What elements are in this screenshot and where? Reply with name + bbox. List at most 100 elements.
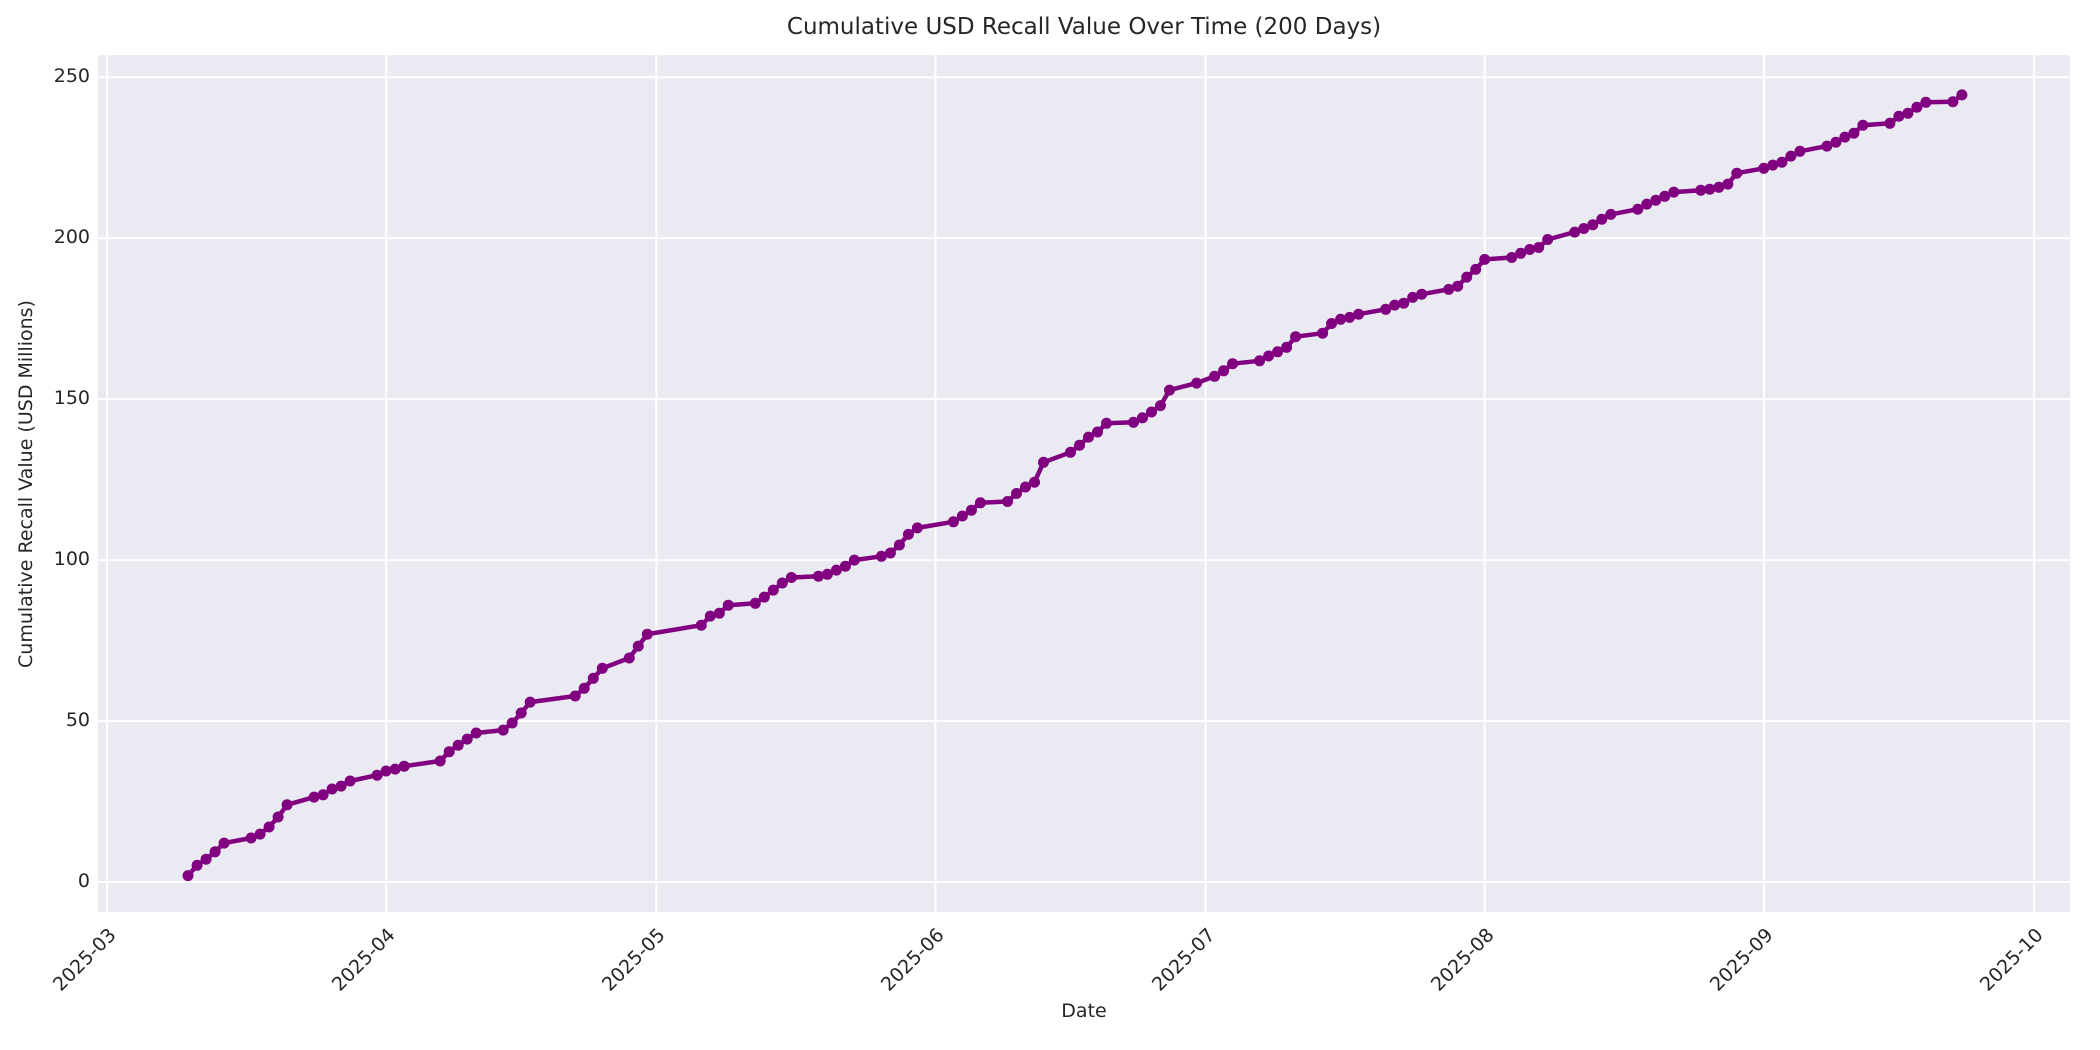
data-point-marker	[884, 547, 896, 559]
data-point-marker	[1452, 280, 1464, 292]
data-point-marker	[1254, 355, 1266, 367]
data-point-marker	[1515, 247, 1527, 259]
data-point-marker	[209, 846, 221, 858]
data-point-marker	[1542, 234, 1554, 245]
data-point-marker	[911, 522, 923, 534]
data-point-marker	[389, 763, 401, 775]
data-point-marker	[875, 550, 887, 562]
data-point-marker	[1758, 162, 1770, 174]
data-point-marker	[524, 696, 536, 708]
data-point-marker	[1164, 384, 1175, 396]
data-point-marker	[1461, 271, 1473, 283]
data-point-marker	[812, 570, 824, 582]
data-point-marker	[1002, 496, 1013, 507]
data-point-marker	[398, 760, 410, 772]
data-point-marker	[1479, 253, 1491, 265]
data-point-marker	[1092, 426, 1103, 438]
data-point-marker	[1794, 145, 1806, 157]
data-point-marker	[1101, 417, 1112, 429]
data-point-marker	[893, 539, 905, 551]
data-point-marker	[182, 870, 194, 882]
data-point-marker	[587, 672, 599, 684]
data-point-marker	[1569, 226, 1581, 238]
data-point-marker	[1722, 178, 1734, 190]
data-point-marker	[1632, 203, 1644, 215]
data-point-marker	[461, 733, 473, 745]
data-point-marker	[1290, 331, 1302, 343]
data-point-marker	[1389, 299, 1401, 311]
data-point-marker	[1398, 297, 1410, 309]
data-point-marker	[947, 516, 959, 528]
data-point-marker	[245, 832, 257, 844]
data-point-marker	[1344, 311, 1356, 323]
data-point-marker	[1011, 488, 1022, 499]
data-point-marker	[344, 775, 356, 787]
y-tick-label: 200	[53, 226, 90, 249]
data-point-marker	[578, 682, 590, 694]
data-point-marker	[1533, 242, 1545, 253]
data-point-marker	[713, 607, 725, 619]
axes-background	[98, 55, 2070, 912]
data-point-marker	[1029, 476, 1040, 488]
data-point-marker	[1524, 244, 1536, 255]
data-point-marker	[776, 577, 788, 589]
data-point-marker	[1137, 412, 1148, 424]
data-point-marker	[1227, 358, 1239, 370]
data-point-marker	[830, 564, 842, 576]
data-point-marker	[1902, 107, 1914, 119]
data-point-marker	[632, 640, 644, 652]
data-point-marker	[272, 811, 284, 823]
data-point-marker	[434, 755, 446, 767]
data-point-marker	[335, 780, 347, 792]
data-point-marker	[1263, 350, 1275, 362]
data-point-marker	[1731, 167, 1743, 179]
data-point-marker	[956, 510, 968, 522]
data-point-marker	[1191, 377, 1203, 389]
data-point-marker	[254, 828, 266, 840]
data-point-marker	[506, 717, 518, 729]
data-point-marker	[1470, 263, 1482, 275]
data-point-marker	[191, 859, 203, 871]
data-point-marker	[785, 572, 797, 583]
data-point-marker	[443, 746, 455, 758]
data-point-marker	[470, 727, 482, 739]
y-tick-label: 0	[77, 870, 90, 893]
data-point-marker	[1893, 110, 1905, 122]
data-point-marker	[1767, 159, 1779, 171]
data-point-marker	[1650, 194, 1662, 206]
data-point-marker	[218, 837, 230, 849]
data-point-marker	[1065, 446, 1076, 458]
data-point-marker	[1821, 140, 1833, 152]
data-point-marker	[641, 628, 653, 640]
data-point-marker	[1083, 431, 1094, 443]
data-point-marker	[1218, 365, 1230, 377]
data-point-marker	[1578, 223, 1590, 234]
data-point-marker	[848, 554, 860, 566]
data-point-marker	[1416, 288, 1428, 300]
data-point-marker	[569, 690, 581, 702]
data-point-marker	[452, 739, 464, 751]
data-point-marker	[1020, 481, 1031, 493]
data-point-marker	[515, 707, 527, 719]
data-point-marker	[1443, 283, 1455, 295]
data-point-marker	[1830, 136, 1842, 148]
data-point-marker	[749, 597, 761, 609]
data-point-marker	[263, 821, 275, 833]
data-point-marker	[1857, 119, 1869, 131]
data-point-marker	[371, 769, 383, 781]
data-point-marker	[965, 504, 977, 516]
data-point-marker	[704, 610, 716, 622]
data-point-marker	[1281, 341, 1293, 353]
data-point-marker	[1506, 252, 1518, 263]
y-tick-label: 250	[53, 65, 90, 88]
data-point-marker	[1272, 346, 1284, 358]
data-point-marker	[1335, 313, 1347, 325]
data-point-marker	[1776, 156, 1788, 168]
data-point-marker	[758, 591, 770, 603]
data-point-marker	[1956, 89, 1968, 101]
data-point-marker	[1920, 96, 1932, 108]
data-point-marker	[380, 765, 392, 777]
y-tick-label: 100	[53, 548, 90, 571]
data-point-marker	[1713, 181, 1725, 193]
data-point-marker	[1038, 456, 1049, 468]
